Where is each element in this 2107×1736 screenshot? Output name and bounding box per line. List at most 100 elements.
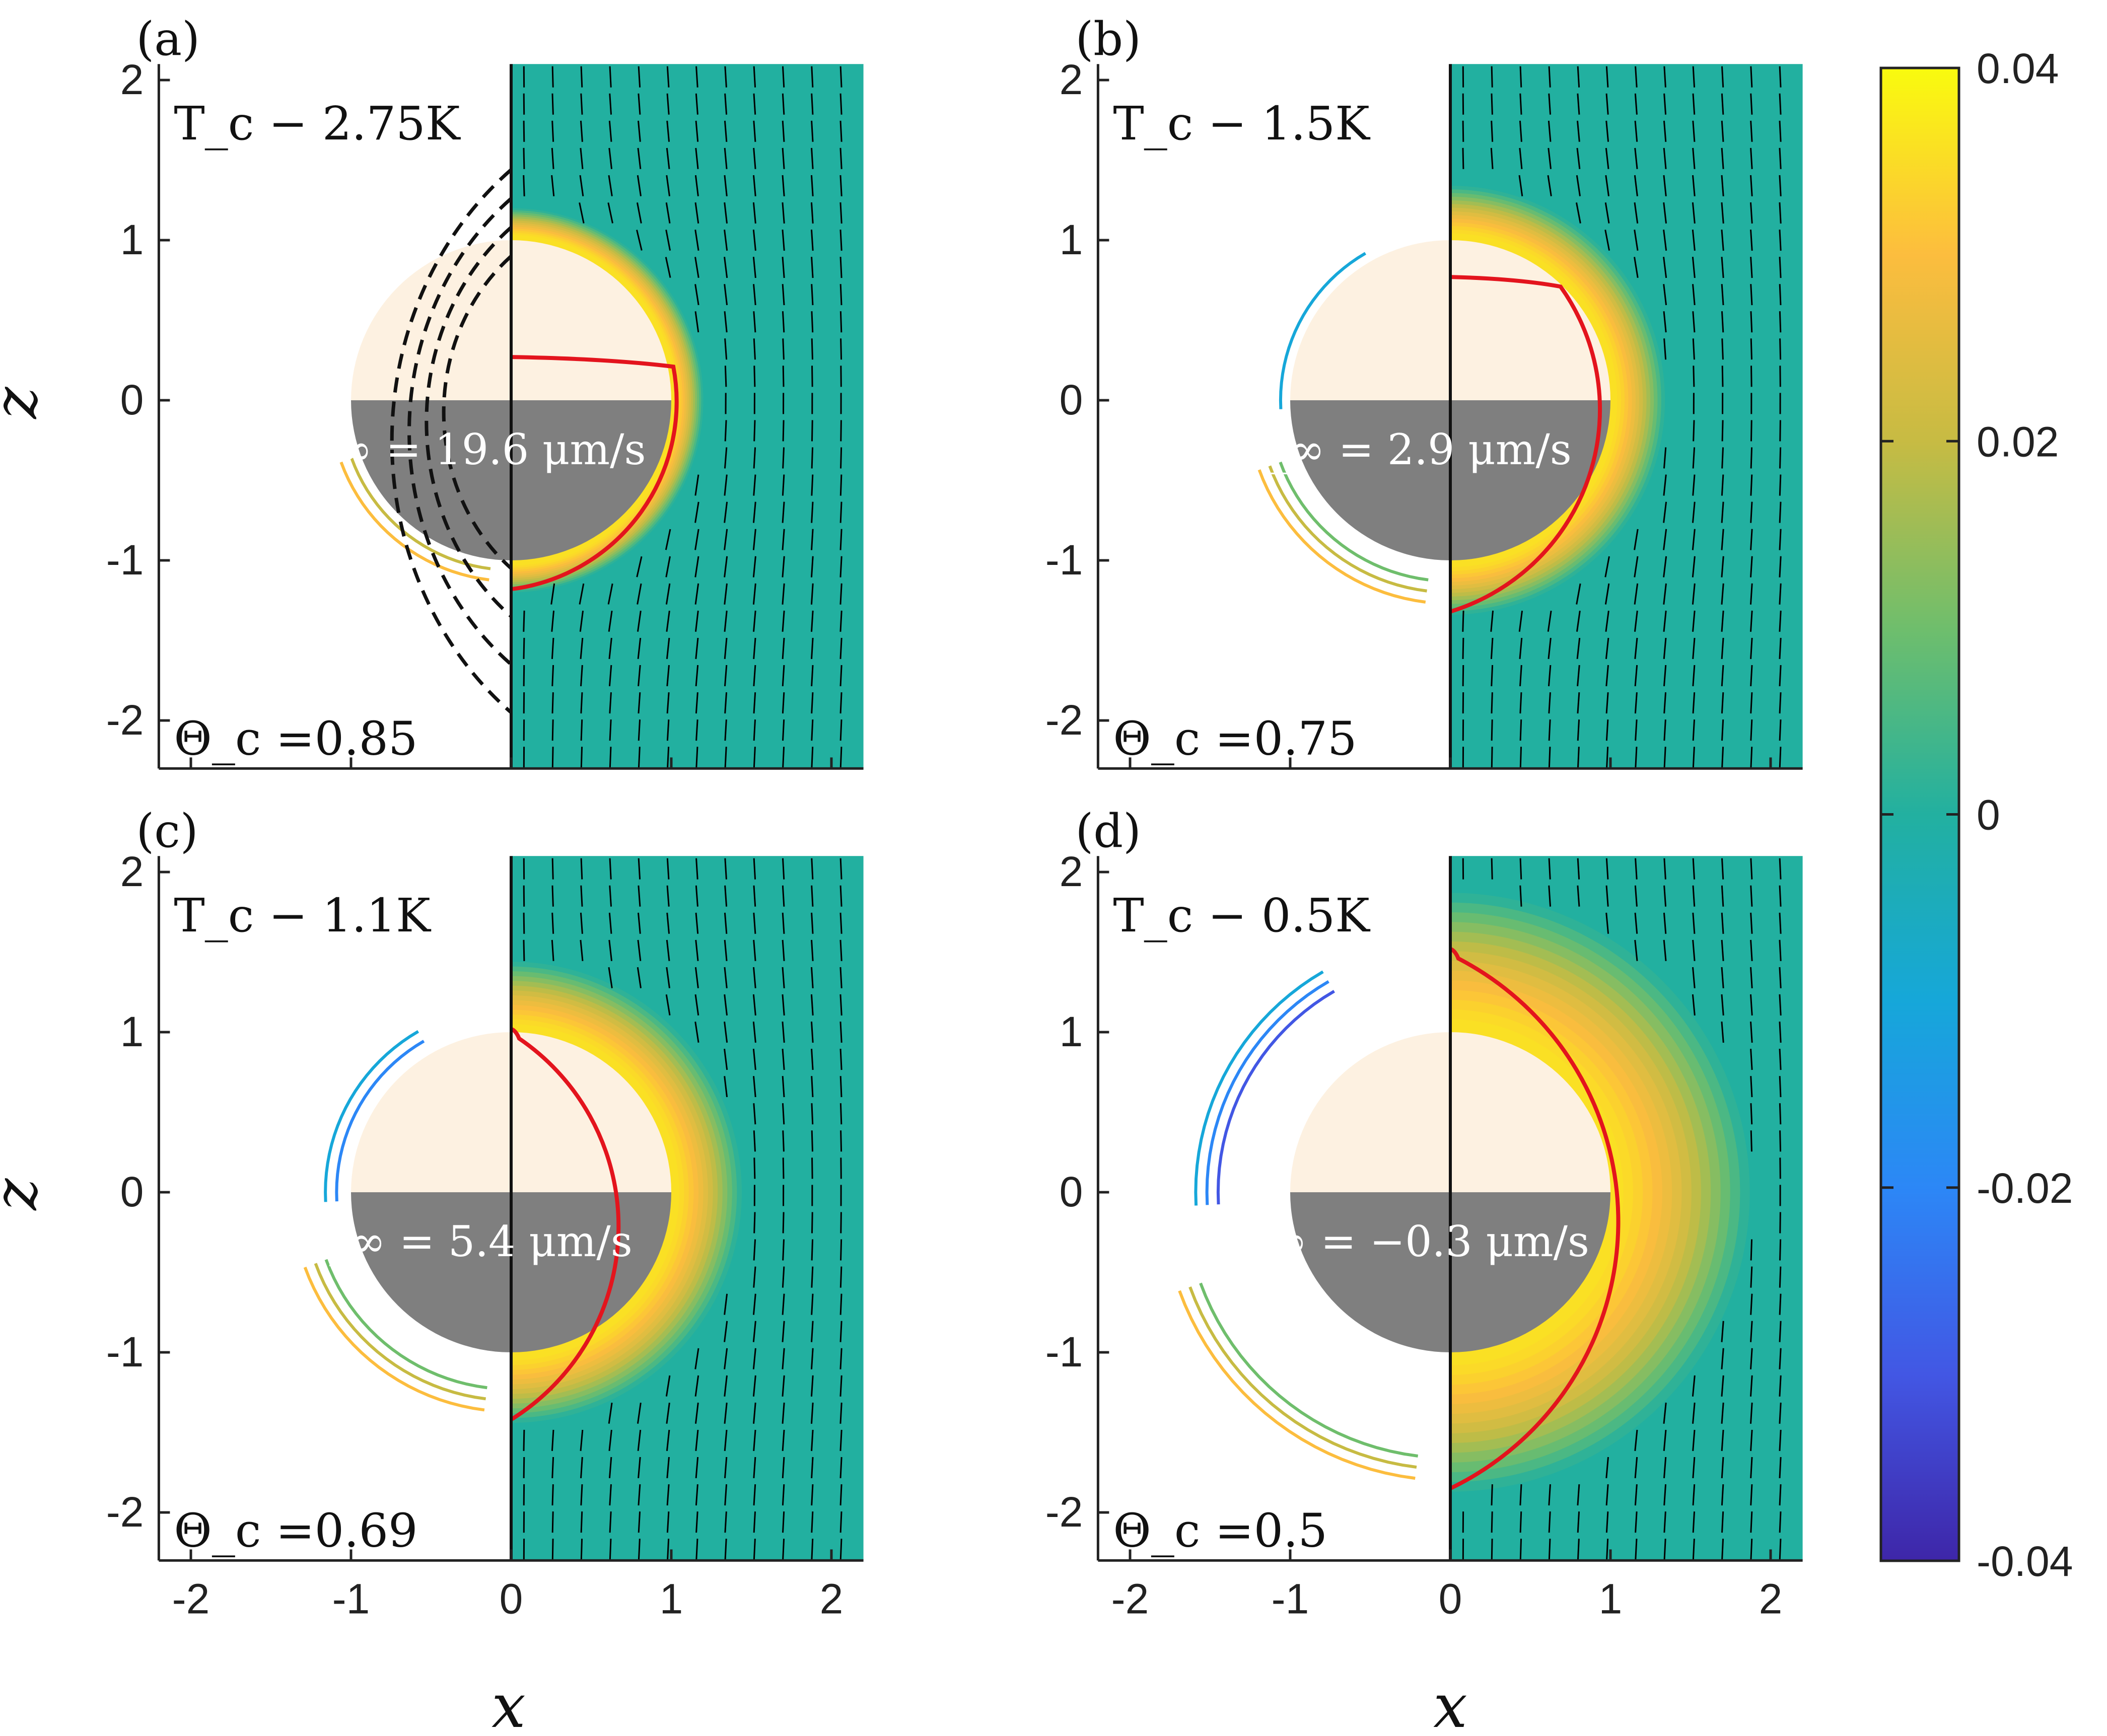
quiver-arrow — [1548, 637, 1552, 659]
quiver-arrow — [1779, 284, 1782, 306]
quiver-arrow — [637, 175, 642, 196]
quiver-arrow — [753, 1103, 756, 1125]
quiver-arrow — [608, 665, 612, 687]
colorbar-tick-label: 0.04 — [1977, 45, 2059, 92]
quiver-arrow — [609, 885, 612, 907]
quiver-arrow — [1779, 1539, 1782, 1560]
quiver-arrow — [1721, 529, 1724, 550]
quiver-arrow — [839, 1103, 842, 1125]
quiver-arrow — [665, 529, 671, 550]
temperature-label: T_c − 1.5K — [1113, 97, 1371, 151]
quiver-arrow — [608, 120, 612, 142]
quiver-arrow — [1721, 447, 1724, 469]
quiver-arrow — [579, 583, 585, 605]
quiver-arrow — [1750, 1049, 1753, 1070]
quiver-arrow — [753, 66, 756, 88]
quiver-arrow — [1721, 1457, 1724, 1479]
quiver-arrow — [551, 1511, 554, 1533]
quiver-arrow — [637, 610, 642, 632]
quiver-arrow — [580, 692, 583, 714]
quiver-arrow — [551, 148, 554, 169]
contour-line — [339, 461, 489, 582]
x-tick-label: -1 — [1272, 1575, 1309, 1622]
quiver-arrow — [782, 939, 785, 961]
quiver-arrow — [753, 338, 756, 360]
quiver-arrow — [1519, 148, 1523, 169]
quiver-arrow — [666, 1429, 670, 1451]
quiver-arrow — [580, 1511, 583, 1533]
quiver-arrow — [638, 1539, 641, 1560]
quiver-arrow — [839, 1348, 842, 1369]
quiver-arrow — [1779, 447, 1782, 469]
quiver-arrow — [1692, 175, 1696, 196]
quiver-arrow — [665, 202, 671, 224]
quiver-arrow — [1519, 1484, 1522, 1506]
x-tick-label: 1 — [660, 1575, 683, 1622]
quiver-arrow — [839, 1021, 842, 1043]
quiver-arrow — [1604, 202, 1610, 224]
quiver-arrow — [811, 719, 814, 741]
quiver-arrow — [694, 529, 699, 550]
quiver-arrow — [1634, 1457, 1638, 1479]
quiver-arrow — [1779, 1021, 1782, 1043]
quiver-arrow — [638, 692, 641, 714]
quiver-arrow — [638, 858, 641, 880]
quiver-arrow — [551, 120, 554, 142]
theta-label: Θ_c =0.5 — [1113, 1503, 1327, 1557]
quiver-arrow — [1750, 474, 1753, 496]
quiver-arrow — [724, 202, 728, 224]
quiver-arrow — [1519, 692, 1522, 714]
z-axis-label-bottom: z — [0, 1178, 51, 1211]
quiver-arrow — [1634, 202, 1639, 224]
quiver-arrow — [753, 637, 756, 659]
quiver-arrow — [551, 885, 554, 907]
quiver-arrow — [1547, 175, 1552, 196]
quiver-arrow — [1692, 1457, 1696, 1479]
quiver-arrow — [1663, 637, 1667, 659]
quiver-arrow — [1634, 148, 1638, 169]
quiver-arrow — [695, 637, 699, 659]
z-tick-label: -2 — [106, 1488, 144, 1536]
quiver-arrow — [695, 692, 698, 714]
quiver-arrow — [638, 665, 641, 687]
quiver-arrow — [580, 885, 583, 907]
quiver-arrow — [1692, 610, 1696, 632]
quiver-arrow — [782, 120, 785, 142]
quiver-arrow — [1692, 885, 1696, 907]
quiver-arrow — [839, 1049, 842, 1070]
quiver-arrow — [666, 967, 670, 988]
quiver-arrow — [694, 1375, 699, 1397]
quiver-arrow — [753, 1130, 756, 1152]
quiver-arrow — [608, 1429, 612, 1451]
quiver-arrow — [1779, 529, 1782, 550]
quiver-arrow — [782, 1212, 785, 1234]
z-tick-label: 0 — [120, 1168, 144, 1215]
quiver-arrow — [1779, 665, 1782, 687]
quiver-arrow — [839, 1293, 842, 1315]
quiver-arrow — [1663, 1457, 1667, 1479]
z-tick-label: 1 — [120, 1008, 144, 1055]
quiver-arrow — [753, 1158, 756, 1179]
quiver-arrow — [1519, 747, 1522, 768]
quiver-arrow — [1721, 858, 1724, 880]
quiver-arrow — [695, 1429, 699, 1451]
quiver-arrow — [782, 501, 785, 523]
quiver-arrow — [1779, 1402, 1782, 1424]
quiver-arrow — [724, 1539, 727, 1560]
quiver-arrow — [1576, 175, 1581, 196]
quiver-arrow — [695, 148, 699, 169]
interface-curve — [1449, 947, 1621, 1490]
quiver-arrow — [1605, 692, 1609, 714]
quiver-arrow — [1576, 583, 1581, 605]
quiver-arrow — [782, 583, 785, 605]
quiver-arrow — [1605, 719, 1609, 741]
quiver-arrow — [1721, 93, 1724, 115]
quiver-arrow — [753, 120, 756, 142]
quiver-arrow — [551, 692, 554, 714]
quiver-arrow — [1692, 858, 1696, 880]
contour-line — [303, 1266, 485, 1412]
quiver-arrow — [1519, 1539, 1522, 1560]
quiver-arrow — [839, 311, 842, 333]
quiver-arrow — [1663, 474, 1667, 496]
quiver-arrow — [1663, 1429, 1667, 1451]
